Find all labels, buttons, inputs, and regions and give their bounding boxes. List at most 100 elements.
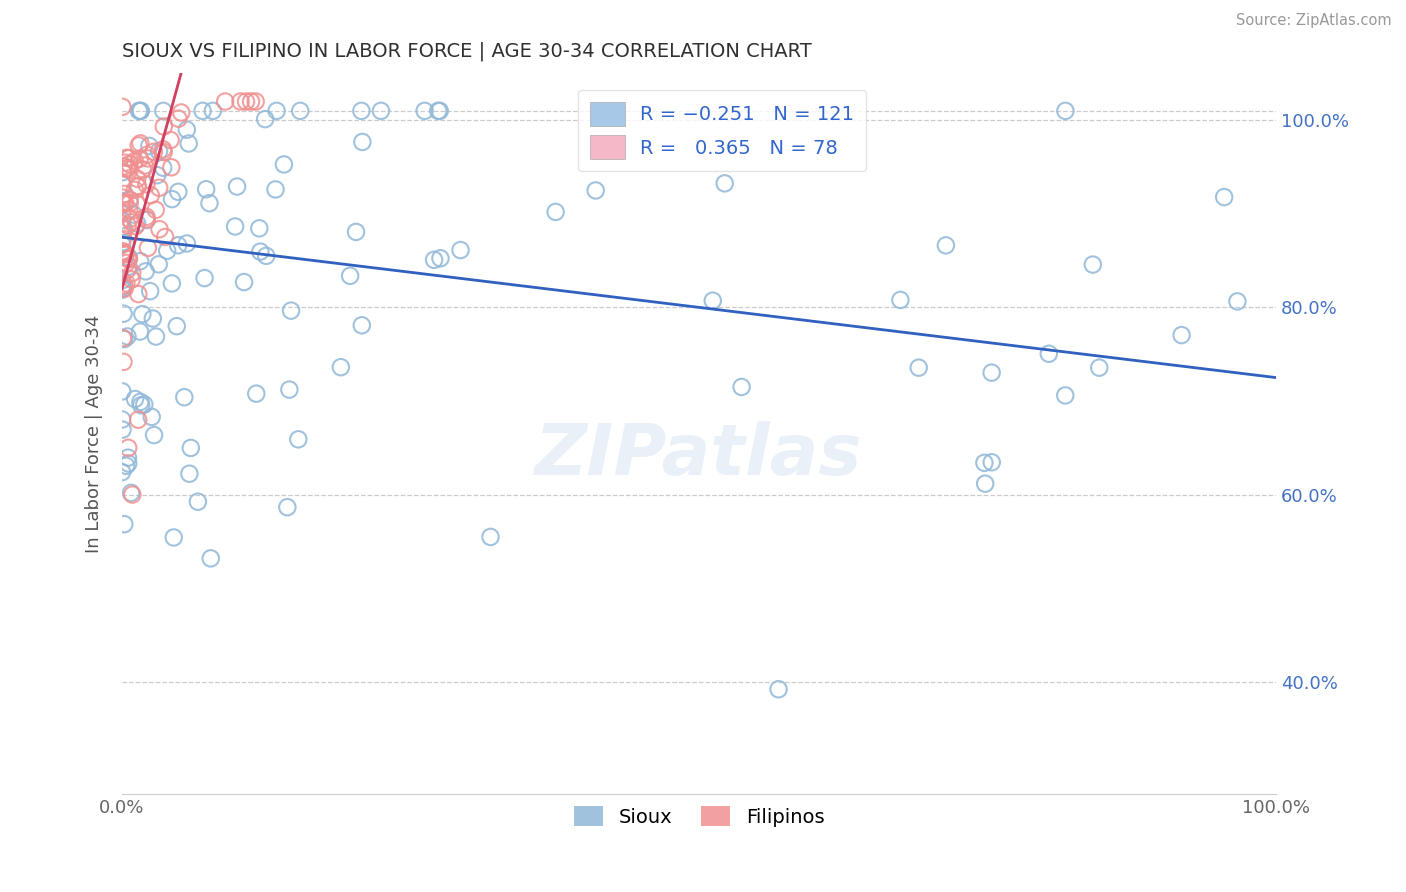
Point bbox=[111, 412, 134, 426]
Text: Source: ZipAtlas.com: Source: ZipAtlas.com bbox=[1236, 13, 1392, 29]
Point bbox=[170, 105, 193, 120]
Point bbox=[114, 247, 136, 261]
Point bbox=[112, 246, 135, 260]
Point bbox=[134, 159, 156, 173]
Point bbox=[160, 192, 183, 206]
Point bbox=[139, 284, 162, 298]
Point bbox=[111, 206, 134, 220]
Point bbox=[352, 135, 374, 149]
Point bbox=[128, 103, 150, 118]
Point bbox=[156, 244, 179, 258]
Point bbox=[191, 103, 214, 118]
Point bbox=[350, 318, 373, 333]
Point bbox=[128, 138, 150, 153]
Point bbox=[121, 266, 143, 280]
Point bbox=[226, 179, 249, 194]
Point bbox=[152, 161, 174, 175]
Point bbox=[1170, 328, 1192, 343]
Point bbox=[935, 238, 957, 252]
Point bbox=[136, 152, 159, 166]
Point bbox=[235, 95, 257, 109]
Point bbox=[233, 275, 256, 289]
Point bbox=[287, 432, 309, 446]
Point bbox=[114, 281, 136, 295]
Point bbox=[111, 331, 134, 345]
Point bbox=[111, 165, 134, 179]
Point bbox=[1054, 103, 1077, 118]
Point bbox=[889, 293, 911, 307]
Point bbox=[201, 103, 224, 118]
Point bbox=[114, 235, 136, 250]
Point bbox=[129, 395, 152, 409]
Point bbox=[1088, 360, 1111, 375]
Point bbox=[111, 213, 134, 227]
Point bbox=[118, 163, 141, 178]
Point bbox=[907, 360, 929, 375]
Point bbox=[117, 450, 139, 465]
Point bbox=[142, 145, 165, 159]
Point bbox=[142, 311, 165, 326]
Point bbox=[115, 277, 138, 291]
Point bbox=[329, 360, 352, 375]
Point bbox=[117, 219, 139, 233]
Point bbox=[160, 277, 183, 291]
Point bbox=[350, 103, 373, 118]
Point bbox=[114, 155, 136, 169]
Point bbox=[128, 152, 150, 166]
Point bbox=[713, 177, 735, 191]
Point bbox=[176, 122, 198, 136]
Point bbox=[127, 413, 149, 427]
Point bbox=[111, 273, 134, 287]
Point bbox=[117, 260, 139, 274]
Point bbox=[135, 213, 157, 227]
Point bbox=[1054, 388, 1077, 402]
Point bbox=[195, 182, 218, 196]
Point bbox=[124, 392, 146, 406]
Point bbox=[167, 112, 190, 126]
Point bbox=[136, 148, 159, 162]
Point bbox=[276, 500, 298, 515]
Point bbox=[176, 236, 198, 251]
Point bbox=[153, 230, 176, 244]
Point bbox=[111, 195, 134, 210]
Point bbox=[112, 307, 135, 321]
Point bbox=[180, 441, 202, 455]
Point bbox=[280, 303, 302, 318]
Point bbox=[117, 329, 139, 343]
Point bbox=[146, 168, 169, 182]
Point bbox=[129, 325, 152, 339]
Point bbox=[111, 100, 134, 114]
Point bbox=[974, 476, 997, 491]
Point bbox=[247, 221, 270, 235]
Point bbox=[1226, 294, 1249, 309]
Point bbox=[135, 178, 157, 192]
Point bbox=[245, 95, 267, 109]
Point bbox=[117, 457, 139, 471]
Point bbox=[177, 136, 200, 151]
Point bbox=[544, 205, 567, 219]
Point bbox=[152, 142, 174, 156]
Y-axis label: In Labor Force | Age 30-34: In Labor Force | Age 30-34 bbox=[86, 315, 103, 553]
Point bbox=[135, 210, 157, 224]
Point bbox=[370, 103, 392, 118]
Point bbox=[112, 332, 135, 346]
Point bbox=[344, 225, 367, 239]
Point bbox=[152, 145, 174, 159]
Point bbox=[115, 161, 138, 176]
Point bbox=[129, 398, 152, 412]
Point bbox=[193, 271, 215, 285]
Point bbox=[111, 465, 134, 479]
Point bbox=[127, 287, 149, 301]
Point bbox=[160, 161, 183, 175]
Point bbox=[167, 185, 190, 199]
Point bbox=[179, 467, 201, 481]
Point bbox=[124, 154, 146, 169]
Point bbox=[112, 195, 135, 210]
Point bbox=[187, 494, 209, 508]
Point bbox=[768, 682, 790, 697]
Point bbox=[125, 197, 148, 211]
Point bbox=[152, 103, 174, 118]
Point bbox=[127, 178, 149, 193]
Point bbox=[117, 161, 139, 175]
Point bbox=[121, 487, 143, 501]
